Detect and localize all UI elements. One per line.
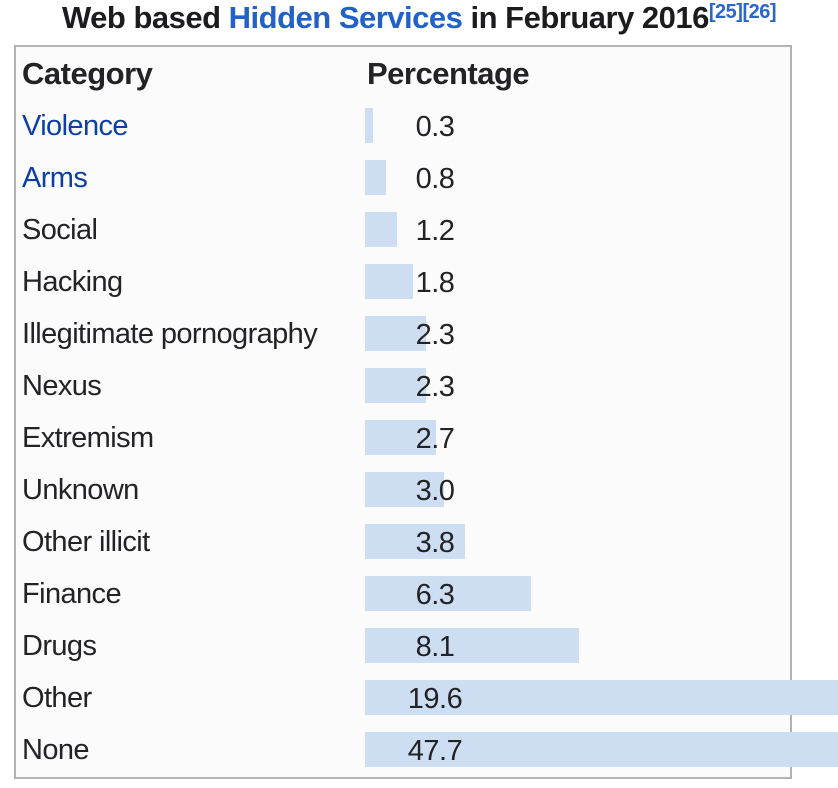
category-label: Other [22,682,92,714]
chart-title: Web based Hidden Services in February 20… [0,0,838,36]
percentage-bar [365,212,397,247]
table-row: Nexus 2.3 [16,361,790,413]
percentage-bar [365,576,532,611]
percentage-value: 2.7 [415,423,455,455]
percentage-value: 3.0 [415,475,455,507]
percentage-bar [365,160,387,195]
category-label: Extremism [22,422,154,454]
percentage-value: 6.3 [415,579,455,611]
table-row: Arms 0.8 [16,153,790,205]
table-row: Hacking 1.8 [16,257,790,309]
table-row: Social 1.2 [16,205,790,257]
title-text-suffix: in February 2016 [462,0,709,35]
percentage-bar [365,732,838,767]
category-label: Hacking [22,266,123,298]
table-row: Unknown 3.0 [16,465,790,517]
table-row: Drugs 8.1 [16,621,790,673]
category-link[interactable]: Violence [22,110,129,142]
percentage-bar [365,316,426,351]
category-link[interactable]: Arms [22,162,88,194]
column-header-percentage: Percentage [367,56,530,91]
table-row: Other 19.6 [16,673,838,725]
percentage-bar [365,108,373,143]
category-label: Other illicit [22,526,150,558]
percentage-value: 2.3 [415,371,455,403]
category-label: Unknown [22,474,139,506]
percentage-bar [365,628,579,663]
table-row: Other illicit 3.8 [16,517,790,569]
table-row: None 47.7 [16,725,838,777]
title-text-prefix: Web based [61,0,229,35]
category-label: None [22,734,90,766]
percentage-value: 19.6 [407,683,463,715]
category-label: Illegitimate pornography [22,318,318,350]
percentage-value: 1.8 [415,267,455,299]
table-row: Extremism 2.7 [16,413,790,465]
category-label: Nexus [22,370,102,402]
title-link-hidden-services[interactable]: Hidden Services [228,0,463,35]
table-header-row: Category Percentage [16,47,790,101]
percentage-value: 1.2 [415,215,455,247]
percentage-bar [365,524,466,559]
percentage-bar [365,368,426,403]
percentage-bar [365,264,413,299]
percentage-value: 0.8 [415,163,455,195]
citation-link-26[interactable]: [26] [742,1,777,23]
table-row: Illegitimate pornography 2.3 [16,309,790,361]
percentage-value: 2.3 [415,319,455,351]
percentage-bar [365,472,445,507]
percentage-value: 47.7 [407,735,463,767]
citation-link-25[interactable]: [25] [708,1,743,23]
category-label: Drugs [22,630,97,662]
category-label: Finance [22,578,122,610]
category-label: Social [22,214,98,246]
percentage-bar [365,680,838,715]
table-row: Violence 0.3 [16,101,790,153]
percentage-value: 8.1 [415,631,455,663]
table-row: Finance 6.3 [16,569,790,621]
table-rows: Violence 0.3 Arms 0.8 Social 1.2 Hacking 1.8 Ill… [16,101,838,777]
percentage-value: 3.8 [415,527,455,559]
percentage-value: 0.3 [415,111,455,143]
percentage-bar [365,420,437,455]
column-header-category: Category [22,56,153,91]
hidden-services-table: Category Percentage Violence 0.3 Arms 0.8 So… [14,45,838,779]
